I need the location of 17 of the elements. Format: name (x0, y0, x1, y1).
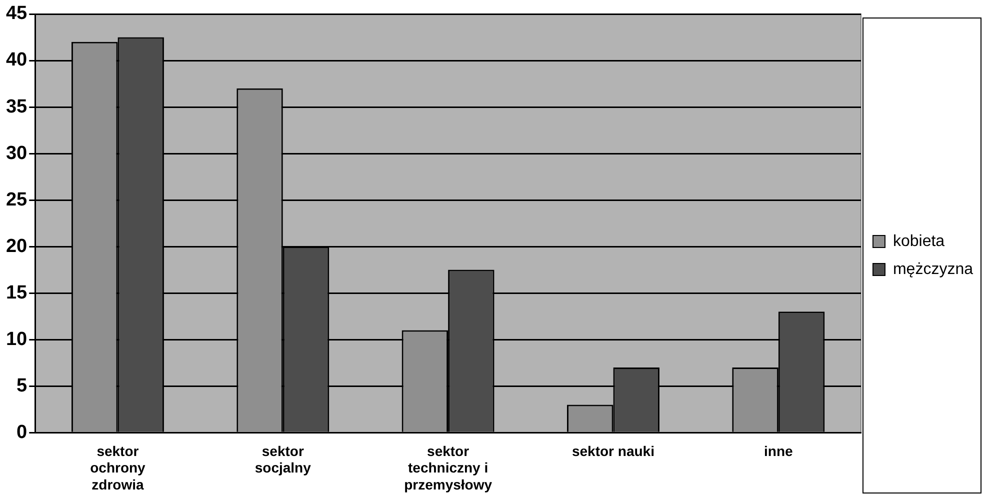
x-tick-label: sektor techniczny i przemysłowy (404, 442, 492, 492)
y-tick-label: 20 (6, 236, 28, 257)
y-tick-label: 15 (6, 282, 28, 304)
x-tick-label: inne (764, 442, 793, 459)
x-tick-label: sektor socjalny (254, 442, 312, 476)
y-tick-label: 30 (6, 142, 28, 164)
legend-label: mężczyzna (892, 260, 974, 278)
legend-label: kobieta (892, 232, 945, 250)
y-tick-label: 5 (16, 375, 28, 396)
x-tick-label: sektor nauki (572, 442, 654, 459)
y-tick-label: 10 (6, 328, 28, 350)
y-tick-label: 45 (6, 3, 28, 24)
x-tick-label: sektor ochrony zdrowia (90, 442, 146, 492)
y-tick-label: 40 (6, 50, 28, 71)
y-tick-label: 0 (16, 422, 28, 443)
y-tick-label: 25 (6, 189, 28, 210)
y-tick-label: 35 (6, 96, 28, 118)
